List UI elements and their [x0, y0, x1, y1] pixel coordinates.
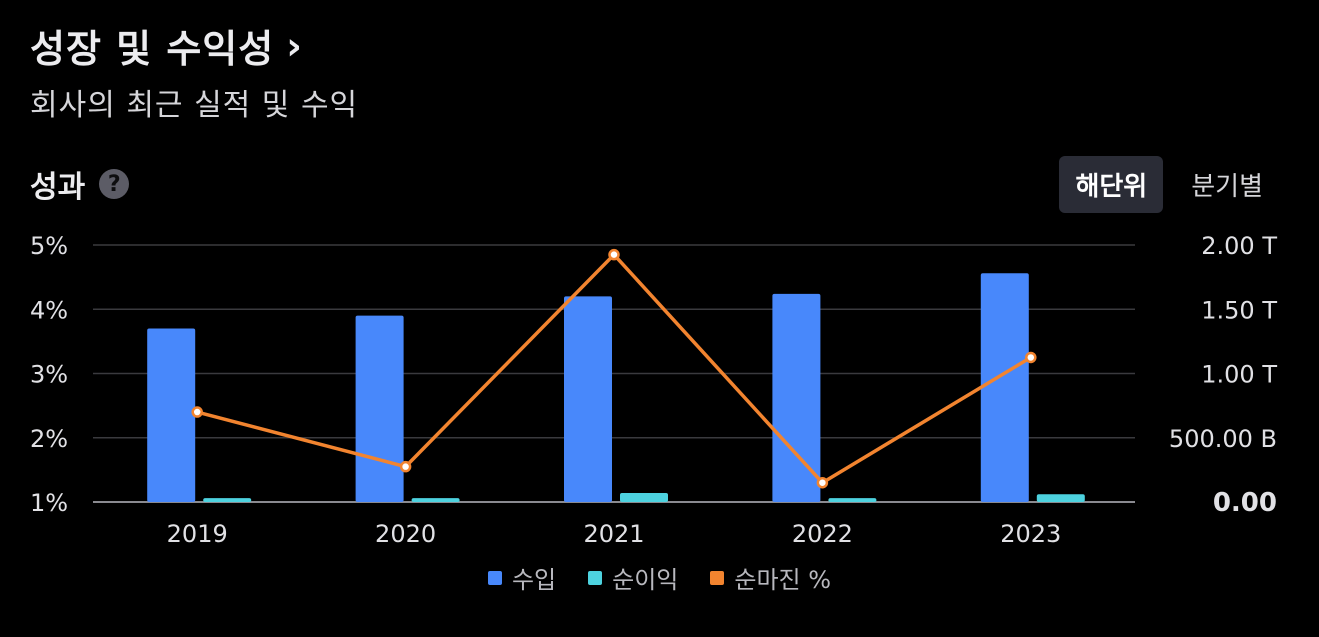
left-axis-tick-label: 3% [30, 361, 68, 389]
net-income-bar [828, 498, 877, 502]
page-title: 성장 및 수익성 [30, 27, 275, 71]
legend-item[interactable]: 순이익 [588, 560, 678, 595]
legend-swatch [487, 570, 502, 585]
legend-label: 순이익 [612, 566, 679, 594]
right-axis-tick-label: 0.00 [1213, 488, 1277, 518]
chevron-right-icon: › [286, 23, 302, 68]
right-axis-tick-label: 2.00 T [1201, 232, 1277, 260]
net-margin-point [191, 406, 203, 418]
net-income-bar [1036, 494, 1085, 502]
period-toggle: 해단위 분기별 [1059, 156, 1279, 213]
growth-profitability-header[interactable]: 성장 및 수익성 › [30, 18, 302, 73]
annual-toggle-button[interactable]: 해단위 [1059, 156, 1164, 213]
net-margin-line [196, 252, 1032, 485]
x-axis-tick-label: 2021 [583, 520, 644, 548]
net-income-bar [203, 498, 252, 502]
quarterly-toggle-button[interactable]: 분기별 [1191, 172, 1263, 202]
left-axis-tick-label: 4% [30, 296, 68, 324]
chart-legend: 수입 순이익 순마진 % [0, 560, 1319, 595]
net-margin-point [1025, 351, 1037, 364]
right-axis-tick-label: 1.00 T [1201, 361, 1277, 389]
net-income-bar [620, 493, 668, 502]
revenue-bar [147, 328, 196, 502]
left-axis-tick-label: 2% [30, 425, 68, 453]
legend-label: 수입 [511, 566, 557, 594]
x-axis-tick-label: 2019 [167, 520, 228, 548]
right-axis-tick-label: 500.00 B [1169, 425, 1277, 453]
legend-item[interactable]: 순마진 % [710, 560, 831, 595]
net-income-bar [411, 498, 460, 502]
revenue-bar [772, 293, 821, 502]
right-axis-tick-label: 1.50 T [1201, 296, 1277, 324]
page-subtitle: 회사의 최근 실적 및 수익 [30, 88, 359, 123]
x-axis-tick-label: 2022 [792, 520, 853, 548]
revenue-bar [980, 273, 1029, 502]
net-margin-point [399, 460, 412, 473]
legend-label: 순마진 % [734, 566, 832, 594]
revenue-bar [355, 315, 404, 502]
net-margin-point [816, 476, 829, 489]
question-mark-icon[interactable]: ? [99, 169, 130, 199]
net-margin-point [608, 248, 620, 261]
x-axis-tick-label: 2020 [375, 520, 436, 548]
section-header: 성과 ? [30, 162, 130, 206]
x-axis-tick-label: 2023 [1000, 520, 1061, 548]
legend-swatch [710, 570, 725, 585]
section-title: 성과 [30, 170, 86, 205]
left-axis-tick-label: 1% [30, 489, 68, 517]
revenue-bar [564, 296, 612, 502]
left-axis-tick-label: 5% [30, 232, 68, 260]
legend-item[interactable]: 수입 [487, 560, 557, 595]
legend-swatch [588, 570, 603, 585]
